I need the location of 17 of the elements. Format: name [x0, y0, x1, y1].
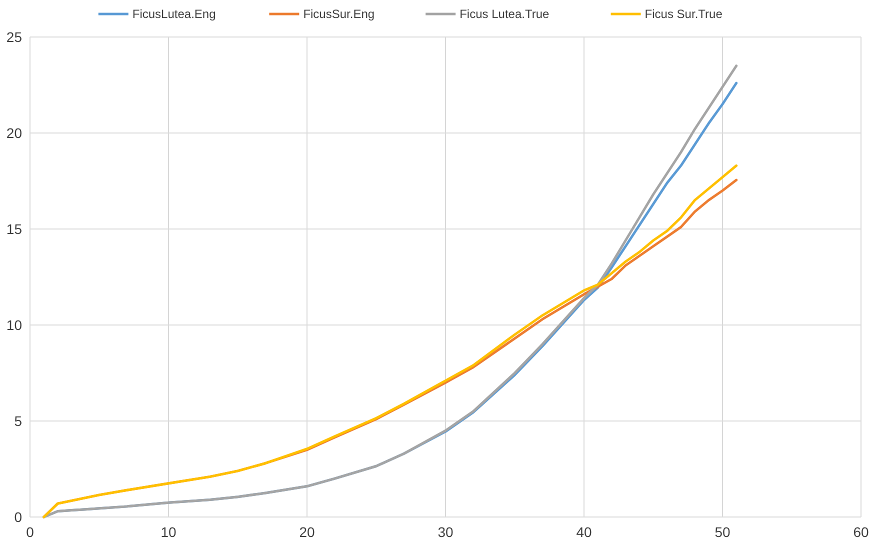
legend-label: FicusLutea.Eng [132, 7, 216, 21]
x-tick-label: 40 [576, 524, 592, 540]
legend-label: Ficus Lutea.True [460, 7, 550, 21]
x-tick-label: 10 [160, 524, 176, 540]
x-tick-label: 30 [438, 524, 454, 540]
x-tick-label: 50 [714, 524, 730, 540]
y-tick-label: 20 [6, 125, 22, 141]
legend-label: FicusSur.Eng [303, 7, 375, 21]
y-tick-label: 25 [6, 29, 22, 45]
y-tick-label: 15 [6, 221, 22, 237]
x-tick-label: 60 [853, 524, 869, 540]
x-tick-label: 20 [299, 524, 315, 540]
y-tick-label: 10 [6, 317, 22, 333]
y-tick-label: 5 [14, 413, 22, 429]
legend-label: Ficus Sur.True [644, 7, 723, 21]
y-tick-label: 0 [14, 509, 22, 525]
x-tick-label: 0 [26, 524, 34, 540]
